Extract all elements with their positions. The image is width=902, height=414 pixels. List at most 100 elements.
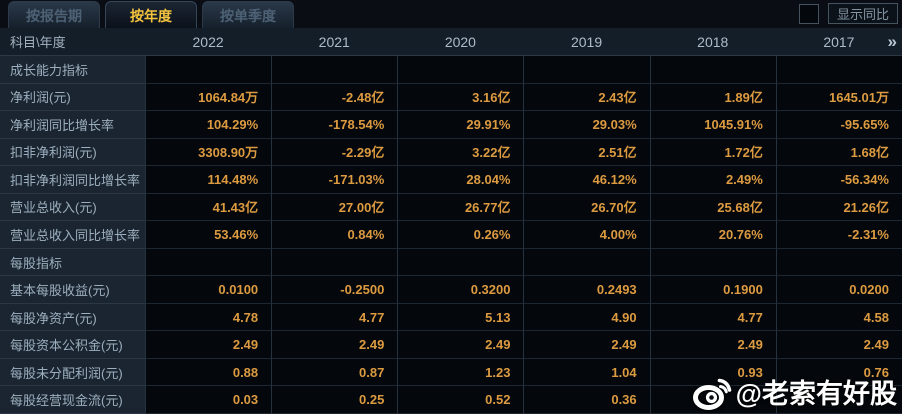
row-label: 每股未分配利润(元) [0, 358, 145, 387]
value-cell: -95.65% [775, 111, 902, 139]
year-column-header-2019: 2019 [523, 28, 650, 56]
show-yoy-control: 显示同比 [799, 3, 898, 24]
value-cell [145, 56, 272, 84]
value-cell: 104.29% [145, 111, 272, 139]
value-cell: 28.04% [397, 166, 524, 194]
value-cell: 3.16亿 [397, 83, 524, 112]
value-cell: 114.48% [145, 166, 272, 194]
value-cell: 1045.91% [649, 111, 776, 139]
value-cell: 1.68亿 [775, 138, 902, 167]
value-cell: 1.23 [397, 358, 524, 387]
value-cell: -2.29亿 [271, 138, 398, 167]
value-cell: 0.87 [271, 358, 398, 387]
value-cell: -171.03% [271, 166, 398, 194]
value-cell: 4.90 [523, 303, 650, 332]
value-cell: 0.0200 [775, 276, 902, 304]
value-cell: 21.26亿 [775, 193, 902, 222]
value-cell: -178.54% [271, 111, 398, 139]
value-cell [523, 56, 650, 84]
value-cell: 0.2493 [523, 276, 650, 304]
value-cell: 41.43亿 [145, 193, 272, 222]
year-column-header-2022: 2022 [145, 28, 272, 56]
value-cell: 1.72亿 [649, 138, 776, 167]
value-cell [649, 56, 776, 84]
value-cell: 53.46% [145, 221, 272, 249]
year-column-header-2021: 2021 [271, 28, 398, 56]
tab-by-quarter[interactable]: 按单季度 [202, 1, 294, 28]
value-cell: 0.25 [271, 386, 398, 414]
value-cell: 2.49 [775, 331, 902, 359]
value-cell: 29.91% [397, 111, 524, 139]
row-label: 每股资本公积金(元) [0, 331, 145, 359]
value-cell: 4.58 [775, 303, 902, 332]
row-label: 成长能力指标 [0, 56, 145, 84]
value-cell: 27.00亿 [271, 193, 398, 222]
row-label: 营业总收入同比增长率 [0, 221, 145, 249]
value-cell: -2.48亿 [271, 83, 398, 112]
year-column-header-2017: 2017» [775, 28, 902, 56]
value-cell [649, 248, 776, 277]
value-cell [271, 248, 398, 277]
value-cell [775, 56, 902, 84]
value-cell: 29.03% [523, 111, 650, 139]
period-tabbar: 按报告期 按年度 按单季度 显示同比 [0, 0, 902, 28]
value-cell: 0.1900 [649, 276, 776, 304]
row-label: 净利润同比增长率 [0, 111, 145, 139]
tab-by-report-period[interactable]: 按报告期 [8, 1, 100, 28]
tab-by-year[interactable]: 按年度 [105, 1, 197, 28]
year-column-header-2020: 2020 [397, 28, 524, 56]
row-label: 营业总收入(元) [0, 193, 145, 222]
value-cell: 0.0100 [145, 276, 272, 304]
value-cell: 0.36 [523, 386, 650, 414]
value-cell: 1064.84万 [145, 83, 272, 112]
value-cell: 26.70亿 [523, 193, 650, 222]
value-cell [397, 56, 524, 84]
row-label: 净利润(元) [0, 83, 145, 112]
more-columns-icon[interactable]: » [887, 31, 898, 51]
value-cell: 2.49 [397, 331, 524, 359]
value-cell: 2.43亿 [523, 83, 650, 112]
value-cell: 5.13 [397, 303, 524, 332]
value-cell: -56.34% [775, 166, 902, 194]
value-cell: 4.77 [271, 303, 398, 332]
value-cell: 0.52 [397, 386, 524, 414]
value-cell: 0.84% [271, 221, 398, 249]
row-label: 每股经营现金流(元) [0, 386, 145, 414]
year-column-header-2018: 2018 [649, 28, 776, 56]
value-cell: 4.00% [523, 221, 650, 249]
value-cell: 26.77亿 [397, 193, 524, 222]
row-label: 扣非净利润同比增长率 [0, 166, 145, 194]
value-cell: 2.49 [145, 331, 272, 359]
value-cell: 4.77 [649, 303, 776, 332]
value-cell: 1.89亿 [649, 83, 776, 112]
value-cell [523, 248, 650, 277]
value-cell: -0.2500 [271, 276, 398, 304]
value-cell: 46.12% [523, 166, 650, 194]
value-cell: 2.49 [649, 331, 776, 359]
value-cell: 0.88 [145, 358, 272, 387]
value-cell: 0.03 [145, 386, 272, 414]
value-cell: 0.3200 [397, 276, 524, 304]
value-cell [397, 248, 524, 277]
value-cell [145, 248, 272, 277]
row-label: 每股净资产(元) [0, 303, 145, 332]
value-cell: 0.26% [397, 221, 524, 249]
value-cell [271, 56, 398, 84]
value-cell [775, 386, 902, 414]
value-cell: 0.76 [775, 358, 902, 387]
row-label: 扣非净利润(元) [0, 138, 145, 167]
show-yoy-label[interactable]: 显示同比 [828, 3, 898, 24]
value-cell: 1.04 [523, 358, 650, 387]
value-cell: 0.93 [649, 358, 776, 387]
value-cell: 3308.90万 [145, 138, 272, 167]
corner-header: 科目\年度 [0, 28, 145, 56]
value-cell [775, 248, 902, 277]
value-cell: 2.49% [649, 166, 776, 194]
show-yoy-checkbox[interactable] [799, 3, 819, 24]
value-cell [649, 386, 776, 414]
row-label: 每股指标 [0, 248, 145, 277]
value-cell: 1645.01万 [775, 83, 902, 112]
value-cell: 20.76% [649, 221, 776, 249]
value-cell: 2.51亿 [523, 138, 650, 167]
